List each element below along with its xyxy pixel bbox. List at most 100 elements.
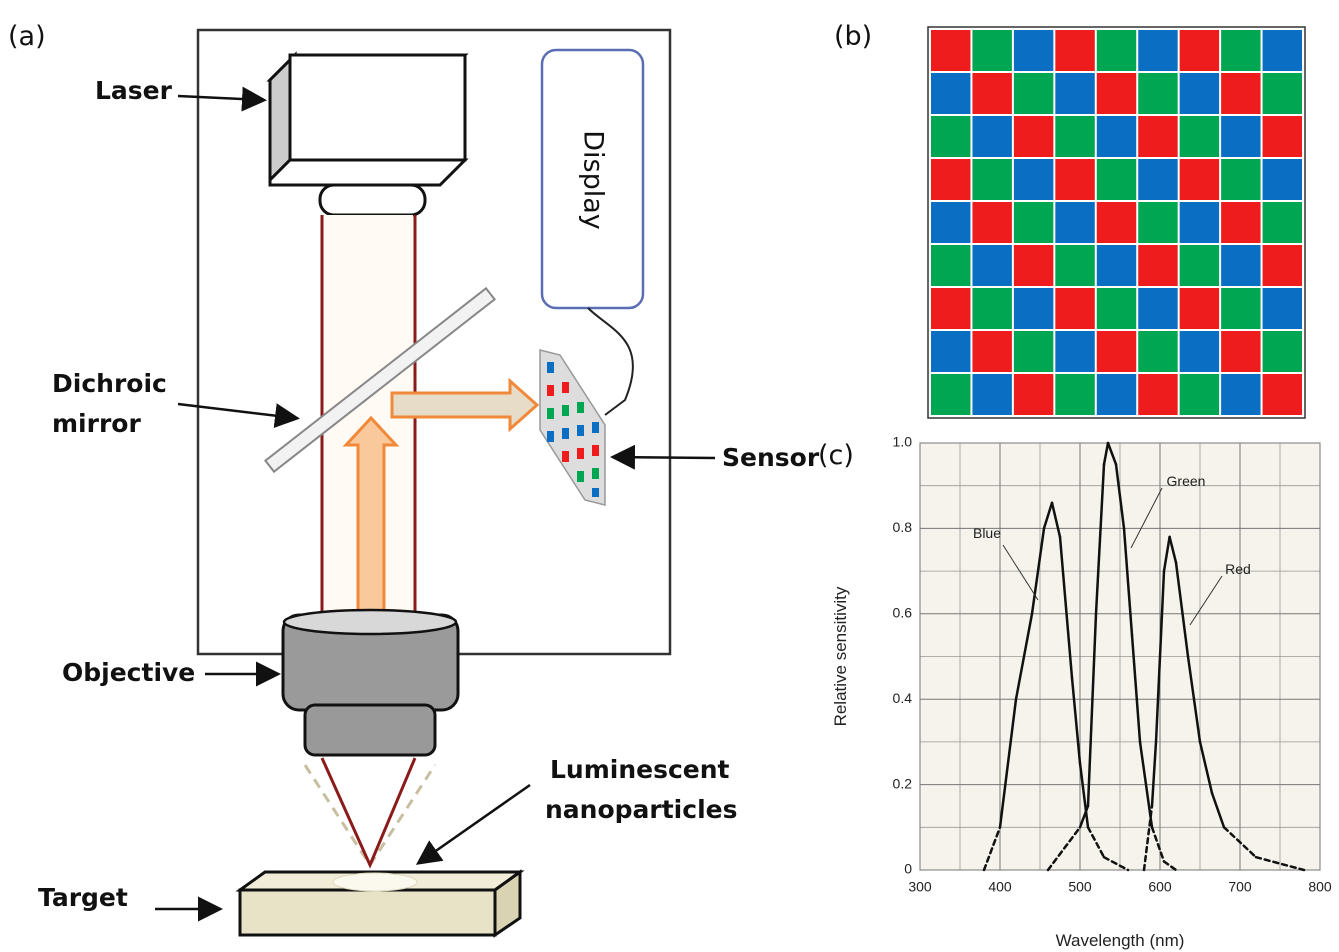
x-tick-label: 600: [1148, 879, 1172, 895]
bayer-cell: [1221, 374, 1260, 415]
y-tick-label: 0.6: [893, 605, 913, 621]
bayer-cell: [1097, 374, 1136, 415]
bayer-cell: [1055, 30, 1094, 71]
bayer-cell: [1097, 245, 1136, 286]
bayer-cell: [1014, 159, 1053, 200]
label: Target: [38, 883, 128, 912]
bayer-cell: [1221, 30, 1260, 71]
bayer-cell: [1180, 73, 1219, 114]
x-tick-label: 400: [988, 879, 1012, 895]
bayer-cell: [972, 245, 1011, 286]
label: nanoparticles: [545, 795, 737, 824]
bayer-cell: [931, 73, 970, 114]
bayer-cell: [1180, 245, 1219, 286]
x-tick-label: 800: [1308, 879, 1332, 895]
bayer-cell: [1180, 288, 1219, 329]
bayer-cell: [972, 116, 1011, 157]
bayer-cell: [1014, 374, 1053, 415]
bayer-cell: [1097, 116, 1136, 157]
bayer-cell: [1138, 202, 1177, 243]
bayer-cell: [1097, 73, 1136, 114]
bayer-cell: [931, 30, 970, 71]
bayer-cell: [1263, 288, 1302, 329]
series-label: Blue: [973, 525, 1001, 541]
bayer-cell: [931, 116, 970, 157]
bayer-cell: [1055, 374, 1094, 415]
x-tick-label: 500: [1068, 879, 1092, 895]
y-tick-label: 0.8: [893, 519, 913, 535]
bayer-cell: [1180, 202, 1219, 243]
bayer-cell: [1055, 202, 1094, 243]
bayer-cell: [1055, 331, 1094, 372]
x-tick-label: 700: [1228, 879, 1252, 895]
display-label: Display: [578, 130, 609, 230]
bayer-cell: [972, 73, 1011, 114]
bayer-cell: [1138, 374, 1177, 415]
label: Luminescent: [550, 755, 730, 784]
emission-cone: [305, 765, 435, 865]
bayer-cell: [1055, 159, 1094, 200]
bayer-cell: [931, 245, 970, 286]
pointer: [615, 457, 715, 458]
bayer-cell: [1097, 288, 1136, 329]
x-axis-label: Wavelength (nm): [1056, 931, 1185, 950]
bayer-cell: [1221, 73, 1260, 114]
y-tick-label: 0.4: [893, 690, 913, 706]
bayer-cell: [1221, 245, 1260, 286]
laser-body: [290, 55, 465, 160]
bayer-cell: [1180, 374, 1219, 415]
x-tick-label: 300: [908, 879, 932, 895]
bayer-cell: [1055, 288, 1094, 329]
bayer-cell: [1138, 245, 1177, 286]
bayer-cell: [1263, 159, 1302, 200]
objective-lens: [305, 705, 435, 755]
figure: (a) (b) (c) Display: [0, 0, 1339, 952]
target: [240, 890, 495, 935]
bayer-cell: [1055, 245, 1094, 286]
bayer-cell: [1138, 30, 1177, 71]
bayer-cell: [1263, 73, 1302, 114]
y-tick-label: 0: [904, 861, 912, 877]
bayer-cell: [1221, 331, 1260, 372]
bayer-cell: [1221, 202, 1260, 243]
bayer-cell: [1263, 331, 1302, 372]
bayer-cell: [931, 331, 970, 372]
bayer-cell: [1138, 159, 1177, 200]
bayer-cell: [1263, 374, 1302, 415]
pointer: [178, 404, 295, 418]
bayer-cell: [1180, 331, 1219, 372]
bayer-grid: [931, 30, 1302, 415]
bayer-cell: [972, 202, 1011, 243]
diagram: Display Laser Dichroic: [38, 30, 820, 935]
bayer-cell: [1138, 288, 1177, 329]
panel-label: (a): [8, 21, 46, 52]
bayer-cell: [1097, 331, 1136, 372]
label: Laser: [95, 76, 173, 105]
bayer-cell: [1014, 245, 1053, 286]
bayer-cell: [1263, 30, 1302, 71]
bayer-cell: [972, 159, 1011, 200]
bayer-cell: [1014, 202, 1053, 243]
bayer-cell: [972, 30, 1011, 71]
bayer-cell: [1221, 116, 1260, 157]
bayer-cell: [1138, 73, 1177, 114]
laser-bottom: [270, 160, 465, 185]
bayer-cell: [1138, 116, 1177, 157]
bayer-cell: [931, 159, 970, 200]
bayer-cell: [1180, 159, 1219, 200]
panel-label: (c): [818, 440, 854, 471]
label: Objective: [62, 658, 195, 687]
panel-label: (b): [834, 21, 872, 52]
bayer-cell: [1055, 73, 1094, 114]
laser-lens: [320, 185, 425, 215]
bayer-cell: [931, 374, 970, 415]
objective-top: [284, 610, 456, 634]
bayer-cell: [972, 374, 1011, 415]
nanoparticles: [333, 873, 417, 891]
bayer-cell: [1180, 30, 1219, 71]
bayer-cell: [1221, 288, 1260, 329]
bayer-cell: [1263, 245, 1302, 286]
bayer-cell: [931, 202, 970, 243]
label: mirror: [52, 409, 141, 438]
bayer-cell: [1014, 73, 1053, 114]
